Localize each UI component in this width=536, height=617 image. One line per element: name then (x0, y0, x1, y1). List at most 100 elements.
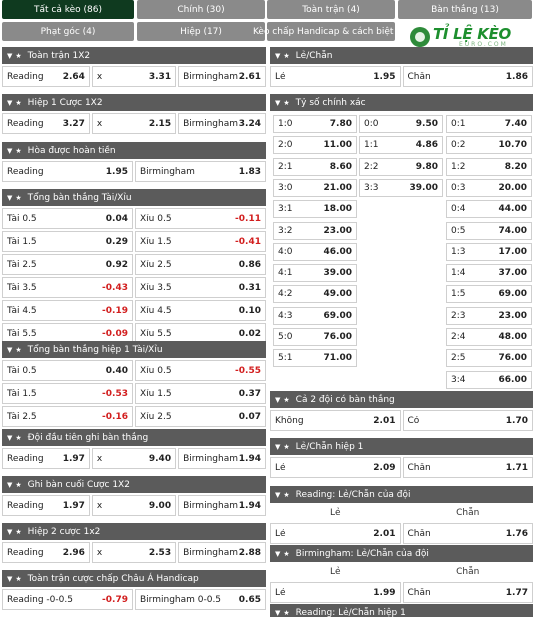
correct-score-cell[interactable]: 0:0 9.50 (359, 115, 443, 133)
collapse-caret-icon[interactable]: ▼ (7, 480, 13, 489)
favorite-star-icon[interactable]: ★ (15, 193, 22, 202)
market-panel-header[interactable]: ▼ ★ Hiệp 1 Cược 1X2 (2, 94, 266, 111)
odds-cell[interactable]: Birmingham 1.94 (178, 448, 266, 469)
collapse-caret-icon[interactable]: ▼ (275, 490, 281, 499)
favorite-star-icon[interactable]: ★ (283, 395, 290, 404)
odds-cell[interactable]: Xỉu 3.5 0.31 (135, 277, 266, 298)
odds-cell[interactable]: Lẻ 2.09 (270, 457, 401, 478)
odds-cell[interactable]: Lẻ 2.01 (270, 523, 401, 544)
correct-score-cell[interactable]: 1:1 4.86 (359, 136, 443, 154)
collapse-caret-icon[interactable]: ▼ (7, 193, 13, 202)
correct-score-cell[interactable]: 2:2 9.80 (359, 158, 443, 176)
tab-3[interactable]: Bàn thắng (13) (398, 0, 532, 19)
favorite-star-icon[interactable]: ★ (283, 98, 290, 107)
odds-cell[interactable]: Reading 1.97 (2, 495, 90, 516)
collapse-caret-icon[interactable]: ▼ (7, 433, 13, 442)
favorite-star-icon[interactable]: ★ (283, 51, 290, 60)
odds-cell[interactable]: Xỉu 2.5 0.07 (135, 406, 266, 427)
odds-cell[interactable]: Birmingham 1.94 (178, 495, 266, 516)
odds-cell[interactable]: Birmingham 1.83 (135, 161, 266, 182)
odds-cell[interactable]: Lẻ 1.95 (270, 66, 401, 87)
collapse-caret-icon[interactable]: ▼ (7, 98, 13, 107)
favorite-star-icon[interactable]: ★ (283, 490, 290, 499)
odds-cell[interactable]: Tài 4.5 -0.19 (2, 300, 133, 321)
odds-cell[interactable]: Tài 2.5 0.92 (2, 254, 133, 275)
odds-cell[interactable]: Reading -0-0.5 -0.79 (2, 589, 133, 610)
collapse-caret-icon[interactable]: ▼ (7, 527, 13, 536)
correct-score-cell[interactable]: 4:1 39.00 (273, 264, 357, 282)
market-panel-header[interactable]: ▼ ★ Reading: Lẻ/Chẵn của đội (270, 486, 533, 503)
odds-cell[interactable]: Xỉu 2.5 0.86 (135, 254, 266, 275)
odds-cell[interactable]: x 9.40 (91, 448, 177, 469)
market-panel-header[interactable]: ▼ ★ Hiệp 2 cược 1x2 (2, 523, 266, 540)
collapse-caret-icon[interactable]: ▼ (275, 442, 281, 451)
market-panel-header[interactable]: ▼ ★ Ghi bàn cuối Cược 1X2 (2, 476, 266, 493)
odds-cell[interactable]: Birmingham 2.88 (178, 542, 266, 563)
correct-score-cell[interactable]: 2:4 48.00 (446, 328, 532, 346)
odds-cell[interactable]: Reading 1.97 (2, 448, 90, 469)
odds-cell[interactable]: Birmingham 0-0.5 0.65 (135, 589, 266, 610)
correct-score-cell[interactable]: 2:1 8.60 (273, 158, 357, 176)
favorite-star-icon[interactable]: ★ (283, 442, 290, 451)
market-panel-header[interactable]: ▼ ★ Tổng bàn thắng hiệp 1 Tài/Xỉu (2, 341, 266, 358)
odds-cell[interactable]: Tài 3.5 -0.43 (2, 277, 133, 298)
correct-score-cell[interactable]: 4:2 49.00 (273, 285, 357, 303)
correct-score-cell[interactable]: 0:2 10.70 (446, 136, 532, 154)
odds-cell[interactable]: Chẵn 1.86 (402, 66, 533, 87)
market-panel-header[interactable]: ▼ ★ Lẻ/Chẵn hiệp 1 (270, 438, 533, 455)
market-panel-header[interactable]: ▼ ★ Tỷ số chính xác (270, 94, 533, 111)
odds-cell[interactable]: Chẵn 1.71 (402, 457, 533, 478)
correct-score-cell[interactable]: 2:3 23.00 (446, 307, 532, 325)
favorite-star-icon[interactable]: ★ (15, 51, 22, 60)
favorite-star-icon[interactable]: ★ (15, 574, 22, 583)
odds-cell[interactable]: Tài 1.5 -0.53 (2, 383, 133, 404)
odds-cell[interactable]: Tài 2.5 -0.16 (2, 406, 133, 427)
correct-score-cell[interactable]: 0:5 74.00 (446, 222, 532, 240)
odds-cell[interactable]: Lẻ 1.99 (270, 582, 401, 603)
odds-cell[interactable]: x 9.00 (91, 495, 177, 516)
collapse-caret-icon[interactable]: ▼ (275, 98, 281, 107)
correct-score-cell[interactable]: 3:4 66.00 (446, 371, 532, 389)
correct-score-cell[interactable]: 3:2 23.00 (273, 222, 357, 240)
odds-cell[interactable]: x 3.31 (91, 66, 177, 87)
correct-score-cell[interactable]: 1:0 7.80 (273, 115, 357, 133)
collapse-caret-icon[interactable]: ▼ (275, 549, 281, 558)
tab-2[interactable]: Toàn trận (4) (267, 0, 395, 19)
correct-score-cell[interactable]: 3:0 21.00 (273, 179, 357, 197)
market-panel-header[interactable]: ▼ ★ Tổng bàn thắng Tài/Xỉu (2, 189, 266, 206)
favorite-star-icon[interactable]: ★ (283, 549, 290, 558)
collapse-caret-icon[interactable]: ▼ (7, 345, 13, 354)
correct-score-cell[interactable]: 4:3 69.00 (273, 307, 357, 325)
correct-score-cell[interactable]: 3:3 39.00 (359, 179, 443, 197)
favorite-star-icon[interactable]: ★ (15, 345, 22, 354)
correct-score-cell[interactable]: 1:3 17.00 (446, 243, 532, 261)
tab-1[interactable]: Chính (30) (137, 0, 265, 19)
favorite-star-icon[interactable]: ★ (15, 527, 22, 536)
correct-score-cell[interactable]: 5:0 76.00 (273, 328, 357, 346)
correct-score-cell[interactable]: 1:4 37.00 (446, 264, 532, 282)
correct-score-cell[interactable]: 2:5 76.00 (446, 349, 532, 367)
market-panel-header[interactable]: ▼ ★ Birmingham: Lẻ/Chẵn của đội (270, 545, 533, 562)
favorite-star-icon[interactable]: ★ (15, 480, 22, 489)
odds-cell[interactable]: Tài 1.5 0.29 (2, 231, 133, 252)
correct-score-cell[interactable]: 0:4 44.00 (446, 200, 532, 218)
odds-cell[interactable]: Tài 0.5 0.04 (2, 208, 133, 229)
favorite-star-icon[interactable]: ★ (15, 98, 22, 107)
odds-cell[interactable]: Chẵn 1.76 (402, 523, 533, 544)
tab-row2-0[interactable]: Phạt góc (4) (2, 22, 134, 41)
odds-cell[interactable]: Reading 3.27 (2, 113, 90, 134)
tab-0[interactable]: Tất cả kèo (86) (2, 0, 134, 19)
odds-cell[interactable]: Birmingham 2.61 (178, 66, 266, 87)
market-panel-header[interactable]: ▼ ★ Toàn trận cược chấp Châu Á Handicap (2, 570, 266, 587)
site-logo[interactable]: TỈ LỆ KÈO EURO.COM (406, 20, 532, 54)
odds-cell[interactable]: Xỉu 0.5 -0.55 (135, 360, 266, 381)
correct-score-cell[interactable]: 0:3 20.00 (446, 179, 532, 197)
odds-cell[interactable]: Xỉu 1.5 -0.41 (135, 231, 266, 252)
market-panel-header[interactable]: ▼ ★ Lẻ/Chẵn (270, 47, 533, 64)
odds-cell[interactable]: Xỉu 4.5 0.10 (135, 300, 266, 321)
odds-cell[interactable]: Không 2.01 (270, 410, 401, 431)
favorite-star-icon[interactable]: ★ (15, 146, 22, 155)
odds-cell[interactable]: x 2.15 (91, 113, 177, 134)
odds-cell[interactable]: x 2.53 (91, 542, 177, 563)
market-panel-header[interactable]: ▼ ★ Hòa được hoàn tiền (2, 142, 266, 159)
